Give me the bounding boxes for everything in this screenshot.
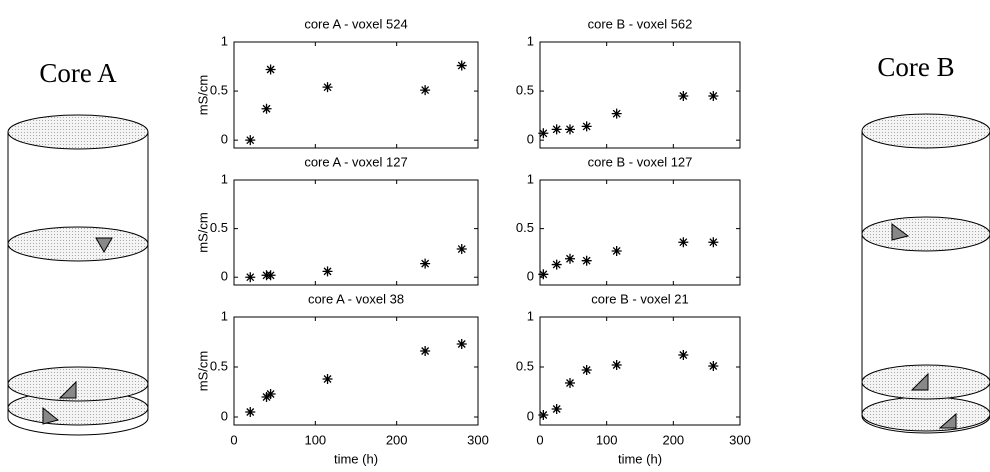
point bbox=[708, 361, 719, 371]
x-tick-label: 100 bbox=[596, 432, 618, 447]
y-tick-label: 0.5 bbox=[210, 83, 228, 98]
plot-frame bbox=[539, 179, 741, 286]
point bbox=[538, 269, 549, 280]
point bbox=[581, 365, 592, 375]
x-tick-label: 0 bbox=[230, 432, 237, 447]
point bbox=[708, 90, 719, 101]
point bbox=[581, 121, 592, 132]
y-tick-label: 1 bbox=[527, 308, 534, 323]
plot-frame bbox=[233, 179, 479, 286]
point bbox=[456, 339, 467, 349]
x-tick-label: 200 bbox=[386, 432, 408, 447]
point bbox=[538, 410, 549, 420]
panel-title: core B - voxel 21 bbox=[591, 291, 689, 306]
point bbox=[420, 258, 431, 269]
plot-frame bbox=[233, 41, 479, 149]
cylinder-a bbox=[7, 114, 149, 436]
point bbox=[265, 64, 276, 75]
x-axis-label: time (h) bbox=[334, 451, 378, 466]
y-tick-label: 0.5 bbox=[516, 220, 534, 235]
y-tick-label: 1 bbox=[527, 171, 534, 186]
y-tick-label: 0 bbox=[221, 269, 228, 284]
point bbox=[565, 253, 575, 264]
y-tick-label: 1 bbox=[527, 33, 534, 48]
point bbox=[708, 237, 719, 248]
point bbox=[261, 392, 272, 402]
panel-title: core B - voxel 127 bbox=[588, 154, 693, 169]
y-tick-label: 0.5 bbox=[516, 358, 534, 373]
point bbox=[322, 374, 333, 384]
point bbox=[551, 124, 562, 135]
panel-title: core A - voxel 38 bbox=[308, 291, 404, 306]
core-label: Core B bbox=[877, 52, 954, 82]
y-tick-label: 0.5 bbox=[516, 83, 534, 98]
point bbox=[456, 244, 467, 255]
point bbox=[611, 245, 622, 256]
point bbox=[245, 272, 256, 283]
x-tick-label: 100 bbox=[304, 432, 326, 447]
y-tick-label: 0 bbox=[527, 269, 534, 284]
y-axis-label: mS/cm bbox=[195, 75, 210, 115]
point bbox=[678, 90, 689, 101]
point bbox=[456, 60, 467, 71]
point bbox=[551, 404, 562, 414]
y-tick-label: 1 bbox=[221, 171, 228, 186]
y-tick-label: 0 bbox=[221, 408, 228, 423]
point bbox=[538, 128, 549, 139]
point bbox=[322, 82, 333, 93]
point bbox=[261, 103, 272, 114]
x-tick-label: 300 bbox=[467, 432, 489, 447]
x-tick-label: 200 bbox=[662, 432, 684, 447]
point bbox=[322, 266, 333, 277]
panel-title: core A - voxel 524 bbox=[304, 16, 407, 31]
plot-frame bbox=[539, 41, 741, 149]
core-label: Core A bbox=[39, 58, 117, 88]
point bbox=[611, 360, 622, 370]
panel-title: core A - voxel 127 bbox=[304, 154, 407, 169]
y-tick-label: 1 bbox=[221, 33, 228, 48]
point bbox=[420, 85, 431, 96]
point bbox=[551, 259, 562, 270]
panel-title: core B - voxel 562 bbox=[588, 16, 693, 31]
y-tick-label: 0.5 bbox=[210, 358, 228, 373]
y-tick-label: 0 bbox=[527, 132, 534, 147]
point bbox=[265, 270, 276, 281]
point bbox=[420, 346, 431, 356]
point bbox=[245, 135, 256, 146]
point bbox=[611, 108, 622, 119]
point bbox=[678, 350, 689, 360]
point bbox=[565, 378, 575, 388]
x-tick-label: 300 bbox=[729, 432, 751, 447]
plot-frame bbox=[539, 316, 741, 426]
cylinder-b bbox=[861, 113, 990, 434]
y-tick-label: 1 bbox=[221, 308, 228, 323]
x-axis-label: time (h) bbox=[618, 451, 662, 466]
y-axis-label: mS/cm bbox=[195, 212, 210, 252]
y-axis-label: mS/cm bbox=[195, 351, 210, 391]
y-tick-label: 0.5 bbox=[210, 220, 228, 235]
point bbox=[265, 389, 276, 399]
y-tick-label: 0 bbox=[221, 132, 228, 147]
point bbox=[581, 255, 592, 266]
y-tick-label: 0 bbox=[527, 408, 534, 423]
point bbox=[245, 407, 256, 417]
x-tick-label: 0 bbox=[536, 432, 543, 447]
plot-frame bbox=[233, 316, 479, 426]
point bbox=[565, 124, 575, 135]
point bbox=[678, 237, 689, 248]
